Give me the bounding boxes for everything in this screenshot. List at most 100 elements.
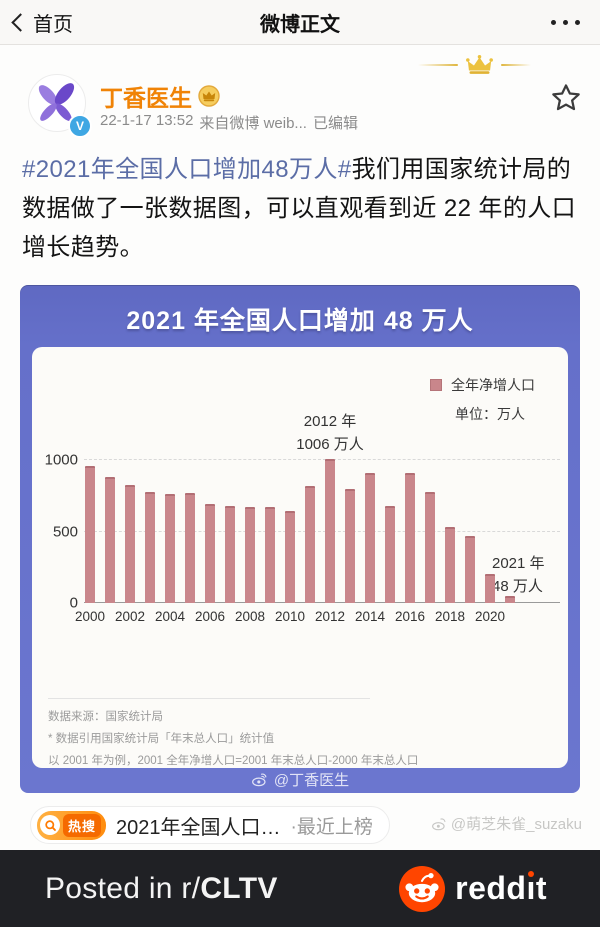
dot-icon	[575, 19, 580, 25]
nav-bar: 首页 微博正文	[0, 0, 600, 45]
bar-2020	[485, 573, 495, 603]
x-axis-line	[84, 602, 560, 603]
post-body: #2021年全国人口增加48万人#我们用国家统计局的数据做了一张数据图，可以直观…	[22, 150, 580, 267]
annotation-line: 1006 万人	[296, 436, 364, 453]
chart-legend: 全年净增人口 单位：万人	[430, 375, 535, 424]
x-tick-label: 2012	[314, 609, 346, 624]
bar-2016	[405, 473, 415, 603]
user-watermark: @萌芝朱雀_suzaku	[431, 813, 582, 834]
bar-2017	[425, 491, 435, 603]
weibo-eye-icon	[251, 773, 267, 787]
subreddit-name: CLTV	[200, 871, 278, 905]
wordmark-part: redd	[455, 870, 527, 906]
gridline	[84, 530, 560, 532]
x-tick-label: 2016	[394, 609, 426, 624]
notes-divider	[48, 698, 370, 699]
x-tick-label: 2010	[274, 609, 306, 624]
weibo-eye-icon	[431, 817, 446, 830]
posted-prefix: Posted in r/	[45, 871, 201, 905]
hot-search-pill[interactable]: 热搜 2021年全国人口… ·最近上榜	[30, 806, 390, 844]
dot-icon	[563, 19, 568, 25]
bar-2004	[165, 494, 175, 603]
post-image[interactable]: 2021 年全国人口增加 48 万人 全年净增人口 单位：万人 2012 年 1…	[20, 285, 580, 793]
magnifier-icon	[40, 815, 60, 835]
clover-logo-icon	[38, 83, 75, 122]
bar-2010	[285, 511, 295, 603]
vip-crown-decoration	[418, 52, 544, 78]
gridline	[84, 459, 560, 460]
post-meta: 22-1-17 13:52 来自微博 weib... 已编辑	[100, 112, 358, 133]
y-tick-label: 0	[69, 594, 78, 612]
image-watermark-handle: @丁香医生	[273, 772, 350, 789]
hashtag-link[interactable]: #2021年全国人口增加48万人#	[22, 156, 352, 183]
bar-2019	[465, 536, 475, 603]
post-body-text: 我们用国家统计局的数据做了一张数据图，可以直观看到近 22 年的人口增长趋势。	[22, 156, 577, 261]
hot-search-badge: 热搜	[37, 810, 107, 840]
annotation-line: 48 万人	[492, 578, 543, 595]
note-line: 以 2001 年为例，2001 全年净增人口=2001 年末总人口-2000 年…	[48, 755, 419, 767]
bar-2021	[505, 596, 515, 603]
posted-in-label: Posted in r/CLTV	[45, 872, 278, 906]
annotation-2021: 2021 年 48 万人	[492, 552, 545, 598]
verified-badge-icon: V	[68, 114, 92, 138]
dot-icon	[551, 19, 556, 25]
annotation-line: 2012 年	[303, 413, 357, 430]
x-tick-label: 2006	[194, 609, 226, 624]
crown-icon	[466, 55, 493, 74]
chart-notes: 数据来源：国家统计局 * 数据引用国家统计局「年末总人口」统计值 以 2001 …	[48, 706, 548, 772]
bar-2000	[85, 466, 95, 603]
nav-back-button[interactable]: 首页	[11, 0, 73, 44]
unit-label: 单位：万人	[455, 406, 525, 422]
bar-2001	[105, 476, 115, 603]
bar-2007	[225, 505, 235, 603]
chart-card: 全年净增人口 单位：万人 2012 年 1006 万人 2021 年 48 万人…	[32, 347, 568, 768]
x-tick-label: 2014	[354, 609, 386, 624]
x-tick-label: 2008	[234, 609, 266, 624]
bar-2018	[445, 527, 455, 603]
wordmark-part: ı	[526, 870, 536, 906]
reddit-wordmark: redd ı t	[455, 870, 547, 907]
orange-dot-icon	[528, 871, 535, 877]
annotation-2012: 2012 年 1006 万人	[296, 410, 364, 456]
gold-member-badge-icon	[198, 85, 220, 107]
chart-title: 2021 年全国人口增加 48 万人	[126, 307, 474, 335]
hot-search-badge-label: 热搜	[63, 813, 102, 837]
y-tick-label: 500	[52, 523, 78, 540]
bar-2014	[365, 472, 375, 603]
bar-2009	[265, 506, 275, 603]
wordmark-part: t	[535, 870, 547, 906]
reddit-brand: redd ı t	[399, 865, 547, 912]
reddit-footer-bar: Posted in r/CLTV redd ı t	[0, 850, 600, 927]
bar-2006	[205, 504, 215, 603]
gold-line	[418, 63, 458, 67]
legend-swatch-icon	[430, 379, 442, 391]
timestamp: 22-1-17 13:52	[100, 112, 194, 129]
source-app: 来自微博 weib...	[199, 115, 307, 132]
reddit-logo-icon	[399, 865, 446, 912]
nav-back-label: 首页	[33, 13, 73, 36]
bar-2012	[325, 459, 335, 603]
x-tick-label: 2002	[114, 609, 146, 624]
avatar[interactable]	[28, 74, 86, 132]
bar-2015	[385, 505, 395, 603]
legend-label: 全年净增人口	[451, 377, 535, 393]
bar-2008	[245, 506, 255, 603]
hot-search-suffix: ·最近上榜	[290, 816, 373, 838]
author-name[interactable]: 丁香医生	[100, 85, 192, 111]
image-watermark: @丁香医生	[20, 768, 580, 791]
bar-2005	[185, 493, 195, 603]
chevron-left-icon	[11, 13, 30, 32]
bar-2013	[345, 489, 355, 603]
favorite-star-icon[interactable]	[550, 82, 582, 114]
hot-search-text: 2021年全国人口…	[116, 816, 281, 839]
bar-2003	[145, 492, 155, 603]
more-menu-button[interactable]	[551, 0, 580, 44]
data-source-line: 数据来源：国家统计局	[48, 711, 163, 723]
gold-line	[501, 63, 531, 67]
x-tick-label: 2020	[474, 609, 506, 624]
x-tick-label: 2004	[154, 609, 186, 624]
wordmark-i: ı	[526, 870, 535, 907]
bar-2002	[125, 484, 135, 603]
y-tick-label: 1000	[44, 451, 78, 469]
page-title: 微博正文	[260, 13, 340, 36]
